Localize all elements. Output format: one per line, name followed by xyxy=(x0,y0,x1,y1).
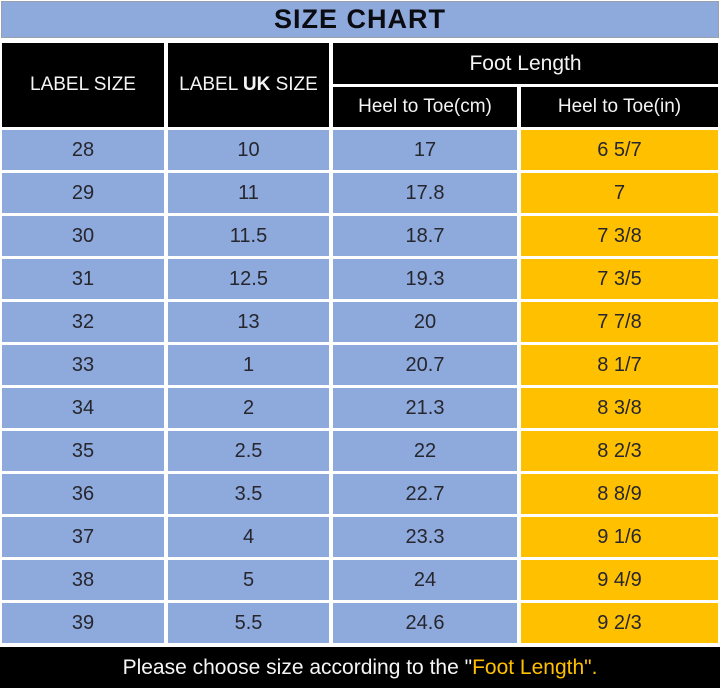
cell-heel-in: 7 xyxy=(521,173,718,213)
cell-label-size: 36 xyxy=(2,474,164,514)
cell-heel-in: 8 8/9 xyxy=(521,474,718,514)
uk-size-suffix: SIZE xyxy=(270,74,318,95)
column-header-label-uk-size: LABEL UK SIZE xyxy=(168,43,329,127)
page-title: SIZE CHART xyxy=(1,1,719,38)
column-header-label-size: LABEL SIZE xyxy=(2,43,164,127)
cell-label-size: 31 xyxy=(2,259,164,299)
cell-label-size: 34 xyxy=(2,388,164,428)
column-header-heel-to-toe-cm: Heel to Toe(cm) xyxy=(333,87,517,127)
cell-uk-size: 2.5 xyxy=(168,431,329,471)
cell-heel-in: 6 5/7 xyxy=(521,130,718,170)
cell-label-size: 35 xyxy=(2,431,164,471)
cell-heel-in: 9 4/9 xyxy=(521,560,718,600)
cell-uk-size: 4 xyxy=(168,517,329,557)
cell-heel-in: 7 3/5 xyxy=(521,259,718,299)
cell-uk-size: 5.5 xyxy=(168,603,329,643)
cell-uk-size: 1 xyxy=(168,345,329,385)
cell-heel-cm: 24.6 xyxy=(333,603,517,643)
cell-heel-cm: 20 xyxy=(333,302,517,342)
cell-uk-size: 2 xyxy=(168,388,329,428)
cell-label-size: 30 xyxy=(2,216,164,256)
cell-uk-size: 5 xyxy=(168,560,329,600)
cell-heel-cm: 23.3 xyxy=(333,517,517,557)
cell-heel-cm: 20.7 xyxy=(333,345,517,385)
cell-uk-size: 3.5 xyxy=(168,474,329,514)
cell-heel-in: 7 3/8 xyxy=(521,216,718,256)
uk-size-bold: UK xyxy=(242,74,271,95)
cell-label-size: 29 xyxy=(2,173,164,213)
cell-label-size: 37 xyxy=(2,517,164,557)
cell-label-size: 28 xyxy=(2,130,164,170)
cell-label-size: 32 xyxy=(2,302,164,342)
cell-heel-cm: 17.8 xyxy=(333,173,517,213)
cell-heel-cm: 22.7 xyxy=(333,474,517,514)
column-header-foot-length: Foot Length xyxy=(333,43,718,84)
cell-uk-size: 10 xyxy=(168,130,329,170)
cell-heel-cm: 19.3 xyxy=(333,259,517,299)
cell-heel-in: 8 2/3 xyxy=(521,431,718,471)
cell-heel-cm: 24 xyxy=(333,560,517,600)
cell-uk-size: 12.5 xyxy=(168,259,329,299)
cell-heel-cm: 21.3 xyxy=(333,388,517,428)
cell-uk-size: 11 xyxy=(168,173,329,213)
footer-note-text: Please choose size according to the " xyxy=(122,655,473,679)
cell-heel-in: 9 1/6 xyxy=(521,517,718,557)
uk-size-prefix: LABEL xyxy=(179,74,243,95)
column-header-heel-to-toe-in: Heel to Toe(in) xyxy=(521,87,718,127)
cell-heel-cm: 22 xyxy=(333,431,517,471)
cell-heel-in: 8 1/7 xyxy=(521,345,718,385)
cell-heel-cm: 17 xyxy=(333,130,517,170)
cell-label-size: 38 xyxy=(2,560,164,600)
cell-uk-size: 11.5 xyxy=(168,216,329,256)
cell-label-size: 39 xyxy=(2,603,164,643)
cell-heel-in: 8 3/8 xyxy=(521,388,718,428)
cell-heel-in: 7 7/8 xyxy=(521,302,718,342)
footer-note-highlight: Foot Length". xyxy=(472,655,598,679)
cell-uk-size: 13 xyxy=(168,302,329,342)
cell-heel-cm: 18.7 xyxy=(333,216,517,256)
cell-label-size: 33 xyxy=(2,345,164,385)
size-table: LABEL SIZE LABEL UK SIZE Foot Length Hee… xyxy=(0,43,720,643)
cell-heel-in: 9 2/3 xyxy=(521,603,718,643)
footer-note: Please choose size according to the " Foo… xyxy=(0,647,720,688)
